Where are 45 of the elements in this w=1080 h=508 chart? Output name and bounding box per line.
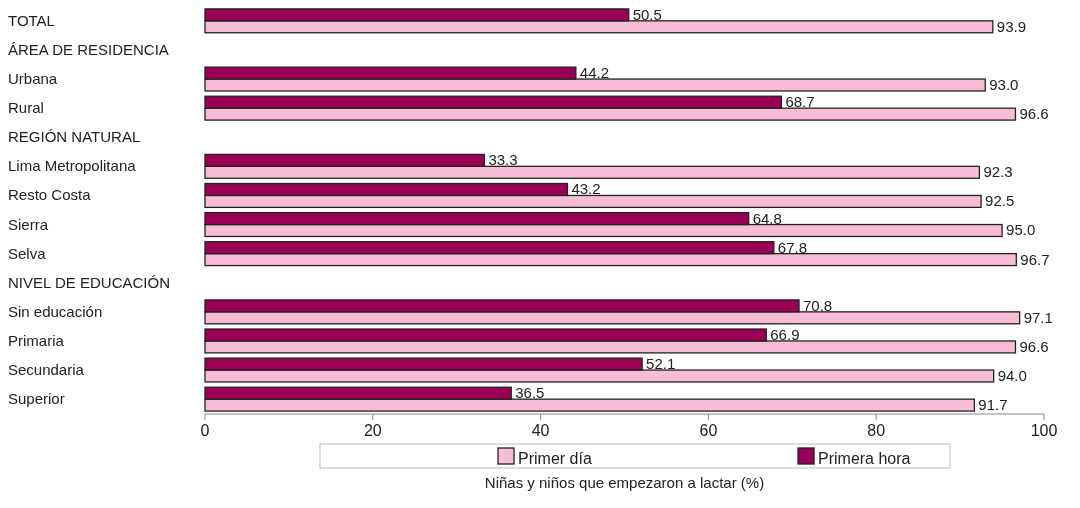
- y-tick-label: Urbana: [8, 70, 58, 88]
- y-tick-label: Selva: [8, 244, 47, 262]
- data-label: 70.8: [803, 296, 833, 314]
- y-tick-label: Secundaria: [8, 361, 85, 379]
- data-label: 66.9: [770, 325, 800, 343]
- y-tick-label: Primaria: [8, 331, 65, 349]
- data-label: 50.5: [632, 5, 662, 23]
- data-label: 36.5: [515, 384, 545, 402]
- y-tick-label: TOTAL: [8, 11, 55, 29]
- data-label: 93.9: [996, 17, 1027, 35]
- y-tick-label: Lima Metropolitana: [8, 157, 137, 175]
- data-label: 91.7: [978, 396, 1008, 414]
- y-tick-label: NIVEL DE EDUCACIÓN: [8, 273, 170, 291]
- data-label: 94.0: [997, 366, 1027, 384]
- data-label: 64.8: [752, 209, 782, 227]
- data-label: 93.0: [989, 75, 1019, 93]
- x-axis-title: Niñas y niños que empezaron a lactar (%): [484, 474, 765, 491]
- data-label: 33.3: [488, 151, 518, 169]
- legend-label: Primer día: [518, 450, 592, 467]
- legend-label: Primera hora: [818, 450, 911, 467]
- data-label: 96.7: [1020, 250, 1050, 268]
- data-label: 95.0: [1006, 221, 1036, 239]
- y-tick-label: Rural: [8, 99, 44, 117]
- x-tick-label: 40: [531, 422, 550, 439]
- data-label: 67.8: [777, 238, 808, 256]
- x-tick-label: 60: [699, 422, 718, 439]
- y-tick-label: REGIÓN NATURAL: [8, 128, 141, 146]
- data-label: 96.6: [1019, 105, 1049, 123]
- x-tick-label: 0: [200, 422, 210, 439]
- data-label: 68.7: [785, 93, 815, 111]
- x-tick-label: 80: [867, 422, 886, 439]
- y-tick-label: Sierra: [8, 215, 49, 233]
- data-label: 92.3: [983, 163, 1013, 181]
- y-tick-label: Superior: [8, 390, 65, 408]
- y-tick-label: Resto Costa: [8, 186, 92, 204]
- data-label: 52.1: [646, 355, 676, 373]
- data-label: 92.5: [985, 192, 1015, 210]
- y-tick-label: Sin educación: [8, 302, 103, 320]
- x-tick-label: 100: [1030, 422, 1058, 439]
- x-tick-label: 20: [363, 422, 382, 439]
- data-label: 97.1: [1023, 308, 1053, 326]
- y-tick-label: ÁREA DE RESIDENCIA: [8, 40, 169, 58]
- data-label: 43.2: [571, 180, 601, 198]
- data-label: 96.6: [1019, 337, 1049, 355]
- data-label: 44.2: [579, 64, 610, 82]
